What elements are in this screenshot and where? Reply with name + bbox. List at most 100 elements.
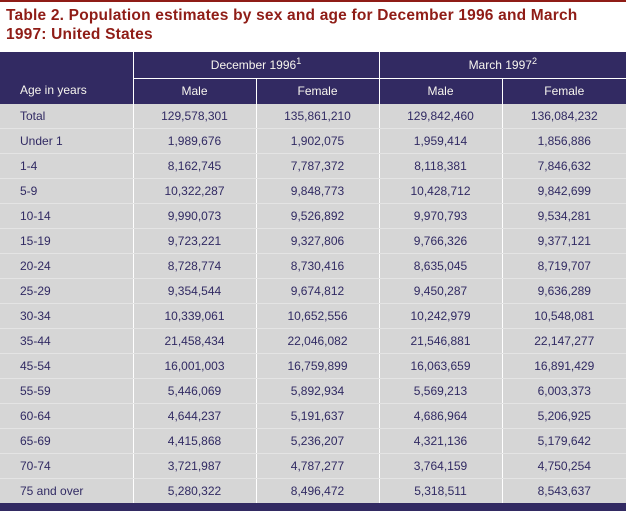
row-age-label: 45-54 [0,353,134,379]
row-age-label: 65-69 [0,428,134,454]
value-cell: 9,848,773 [256,178,380,204]
sub-header-row: Male Female Male Female [0,78,626,104]
value-cell: 9,990,073 [133,203,257,229]
row-age-label: 20-24 [0,253,134,279]
row-age-label: 55-59 [0,378,134,404]
value-cell: 5,236,207 [256,428,380,454]
value-cell: 9,327,806 [256,228,380,254]
table-row: 1-4 8,162,745 7,787,372 8,118,381 7,846,632 [0,153,626,179]
value-cell: 21,546,881 [379,328,503,354]
table-row: Total 129,578,301 135,861,210 129,842,460 13… [0,103,626,129]
row-age-label: 35-44 [0,328,134,354]
value-cell: 16,759,899 [256,353,380,379]
value-cell: 22,147,277 [502,328,626,354]
value-cell: 129,578,301 [133,103,257,129]
value-cell: 135,861,210 [256,103,380,129]
col-group-march-1997: March 19972 [379,51,626,79]
value-cell: 10,242,979 [379,303,503,329]
value-cell: 10,339,061 [133,303,257,329]
value-cell: 4,787,277 [256,453,380,479]
table-row: 30-34 10,339,061 10,652,556 10,242,979 10,54… [0,303,626,329]
value-cell: 129,842,460 [379,103,503,129]
row-age-label: 15-19 [0,228,134,254]
footnote-marker-2: 2 [531,55,537,66]
value-cell: 4,644,237 [133,403,257,429]
table-row: 75 and over 5,280,322 8,496,472 5,318,511 8,… [0,478,626,503]
value-cell: 8,728,774 [133,253,257,279]
table-row: 55-59 5,446,069 5,892,934 5,569,213 6,003,37… [0,378,626,404]
col-group-label: December 1996 [210,57,297,72]
value-cell: 9,636,289 [502,278,626,304]
table-row: 15-19 9,723,221 9,327,806 9,766,326 9,377,12… [0,228,626,254]
value-cell: 5,892,934 [256,378,380,404]
population-table: Age in years December 19961 March 19972 … [0,51,626,503]
table-row: 45-54 16,001,003 16,759,899 16,063,659 16,89… [0,353,626,379]
value-cell: 8,496,472 [256,478,380,503]
value-cell: 5,191,637 [256,403,380,429]
table-row: 65-69 4,415,868 5,236,207 4,321,136 5,179,64… [0,428,626,454]
value-cell: 5,569,213 [379,378,503,404]
row-age-label: 75 and over [0,478,134,503]
value-cell: 5,446,069 [133,378,257,404]
value-cell: 10,322,287 [133,178,257,204]
value-cell: 5,179,642 [502,428,626,454]
row-age-label: 60-64 [0,403,134,429]
table-header: Age in years December 19961 March 19972 … [0,51,626,104]
value-cell: 7,787,372 [256,153,380,179]
value-cell: 7,846,632 [502,153,626,179]
column-header-mar-female: Female [502,78,626,104]
column-header-dec-male: Male [133,78,257,104]
row-age-label: Total [0,103,134,129]
row-age-label: 10-14 [0,203,134,229]
value-cell: 9,354,544 [133,278,257,304]
value-cell: 22,046,082 [256,328,380,354]
value-cell: 10,652,556 [256,303,380,329]
value-cell: 8,719,707 [502,253,626,279]
age-column-header: Age in years [0,51,134,104]
value-cell: 16,001,003 [133,353,257,379]
value-cell: 9,842,699 [502,178,626,204]
table-row: 5-9 10,322,287 9,848,773 10,428,712 9,842,69… [0,178,626,204]
value-cell: 16,891,429 [502,353,626,379]
value-cell: 9,970,793 [379,203,503,229]
value-cell: 9,450,287 [379,278,503,304]
value-cell: 1,989,676 [133,128,257,154]
bottom-bar [0,502,626,511]
value-cell: 9,534,281 [502,203,626,229]
table-row: 10-14 9,990,073 9,526,892 9,970,793 9,534,28… [0,203,626,229]
value-cell: 4,415,868 [133,428,257,454]
column-header-mar-male: Male [379,78,503,104]
value-cell: 8,730,416 [256,253,380,279]
value-cell: 1,959,414 [379,128,503,154]
row-age-label: 25-29 [0,278,134,304]
value-cell: 9,526,892 [256,203,380,229]
value-cell: 21,458,434 [133,328,257,354]
value-cell: 5,280,322 [133,478,257,503]
value-cell: 9,674,812 [256,278,380,304]
col-group-label: March 1997 [468,57,532,72]
col-group-december-1996: December 19961 [133,51,380,79]
value-cell: 3,764,159 [379,453,503,479]
value-cell: 8,162,745 [133,153,257,179]
value-cell: 4,686,964 [379,403,503,429]
group-header-row: Age in years December 19961 March 19972 [0,51,626,104]
value-cell: 9,766,326 [379,228,503,254]
value-cell: 1,902,075 [256,128,380,154]
table-row: 20-24 8,728,774 8,730,416 8,635,045 8,719,70… [0,253,626,279]
value-cell: 8,635,045 [379,253,503,279]
table-row: 70-74 3,721,987 4,787,277 3,764,159 4,750,25… [0,453,626,479]
value-cell: 8,543,637 [502,478,626,503]
value-cell: 5,206,925 [502,403,626,429]
value-cell: 8,118,381 [379,153,503,179]
row-age-label: Under 1 [0,128,134,154]
table-body: Total 129,578,301 135,861,210 129,842,460 13… [0,103,626,503]
value-cell: 6,003,373 [502,378,626,404]
value-cell: 1,856,886 [502,128,626,154]
table-row: 25-29 9,354,544 9,674,812 9,450,287 9,636,28… [0,278,626,304]
value-cell: 16,063,659 [379,353,503,379]
value-cell: 4,750,254 [502,453,626,479]
table-row: 60-64 4,644,237 5,191,637 4,686,964 5,206,92… [0,403,626,429]
value-cell: 10,548,081 [502,303,626,329]
value-cell: 10,428,712 [379,178,503,204]
